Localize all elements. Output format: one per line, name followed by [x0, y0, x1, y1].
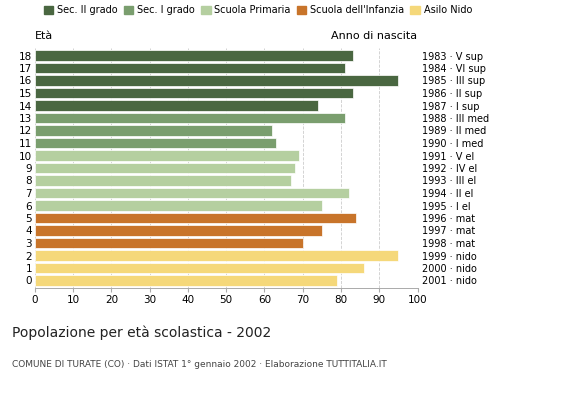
- Bar: [35, 63, 345, 73]
- Bar: [35, 250, 398, 261]
- Bar: [35, 188, 349, 198]
- Text: Età: Età: [35, 31, 53, 41]
- Legend: Sec. II grado, Sec. I grado, Scuola Primaria, Scuola dell'Infanzia, Asilo Nido: Sec. II grado, Sec. I grado, Scuola Prim…: [39, 1, 476, 19]
- Bar: [35, 163, 295, 173]
- Bar: [35, 138, 276, 148]
- Bar: [35, 275, 337, 286]
- Bar: [35, 75, 398, 86]
- Bar: [35, 238, 303, 248]
- Bar: [35, 113, 345, 123]
- Bar: [35, 50, 353, 61]
- Text: Anno di nascita: Anno di nascita: [332, 31, 418, 41]
- Bar: [35, 88, 353, 98]
- Text: Popolazione per età scolastica - 2002: Popolazione per età scolastica - 2002: [12, 326, 271, 340]
- Bar: [35, 263, 364, 273]
- Bar: [35, 175, 291, 186]
- Bar: [35, 213, 356, 223]
- Bar: [35, 125, 272, 136]
- Text: COMUNE DI TURATE (CO) · Dati ISTAT 1° gennaio 2002 · Elaborazione TUTTITALIA.IT: COMUNE DI TURATE (CO) · Dati ISTAT 1° ge…: [12, 360, 386, 369]
- Bar: [35, 150, 299, 161]
- Bar: [35, 100, 318, 111]
- Bar: [35, 225, 322, 236]
- Bar: [35, 200, 322, 211]
